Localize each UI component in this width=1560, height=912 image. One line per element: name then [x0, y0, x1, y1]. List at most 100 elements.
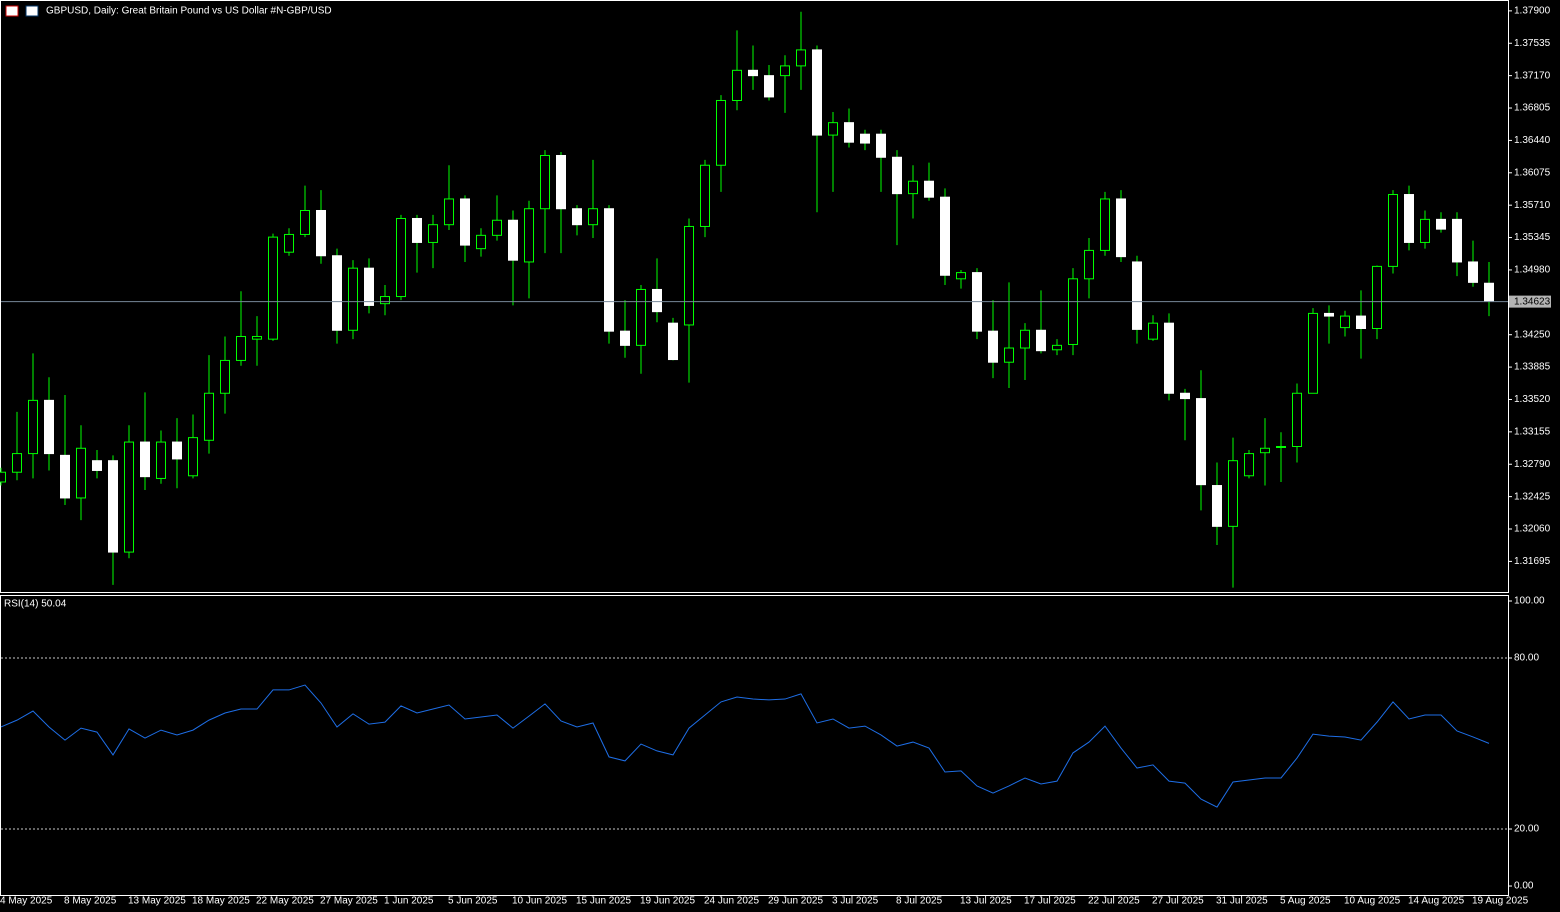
candle-body: [44, 399, 54, 455]
candle-body: [444, 198, 454, 226]
x-tick-label: 27 Jul 2025: [1152, 896, 1204, 907]
price-panel-frame: [0, 0, 1509, 593]
candle-body: [636, 288, 646, 346]
candle-body: [700, 164, 710, 227]
candle-body: [732, 69, 742, 101]
candle-body: [220, 359, 230, 394]
candle-body: [588, 208, 598, 226]
candle-body: [876, 133, 886, 158]
candle-body: [124, 441, 134, 553]
candle-body: [92, 460, 102, 471]
candle-body: [1468, 261, 1478, 283]
x-tick-label: 10 Aug 2025: [1344, 896, 1401, 907]
candle-body: [1036, 329, 1046, 352]
candle-body: [556, 154, 566, 210]
candle-body: [1324, 312, 1334, 317]
candle-body: [204, 392, 214, 441]
candle-body: [300, 209, 310, 235]
y-tick-label: 1.36075: [1514, 167, 1551, 178]
candle-body: [524, 208, 534, 263]
candle-body: [764, 75, 774, 98]
y-tick-label: 80.00: [1514, 653, 1539, 664]
candle-body: [1068, 278, 1078, 345]
y-tick-label: 100.00: [1514, 596, 1545, 607]
y-tick-label: 20.00: [1514, 824, 1539, 835]
y-tick-label: 1.32060: [1514, 524, 1551, 535]
y-tick-label: 1.36805: [1514, 103, 1551, 114]
candle-body: [1372, 265, 1382, 329]
candle-body: [908, 180, 918, 195]
candle-body: [1212, 485, 1222, 527]
x-tick-label: 18 May 2025: [192, 896, 250, 907]
candle-body: [412, 217, 422, 243]
candle-body: [364, 267, 374, 306]
candle-body: [1276, 445, 1286, 448]
candle-body: [1356, 315, 1366, 329]
candle-body: [844, 122, 854, 143]
candle-body: [892, 156, 902, 195]
current-price-label: 1.34623: [1514, 296, 1551, 307]
candle-body: [620, 330, 630, 346]
candle-body: [236, 335, 246, 361]
x-tick-label: 17 Jul 2025: [1024, 896, 1076, 907]
current-price-box: [1509, 295, 1551, 308]
candle-body: [1436, 218, 1446, 230]
candle-body: [284, 233, 294, 253]
candle-body: [1308, 312, 1318, 394]
candle-body: [492, 219, 502, 236]
x-tick-label: 1 Jun 2025: [384, 896, 434, 907]
candle-body: [828, 122, 838, 136]
candle-body: [1020, 329, 1030, 349]
x-tick-label: 31 Jul 2025: [1216, 896, 1268, 907]
candle-body: [716, 99, 726, 166]
candle-body: [396, 217, 406, 298]
candle-body: [428, 224, 438, 243]
candle-body: [988, 330, 998, 363]
rsi-title: RSI(14) 50.04: [4, 599, 67, 610]
x-tick-label: 19 Aug 2025: [1472, 896, 1529, 907]
x-tick-label: 5 Aug 2025: [1280, 896, 1331, 907]
candle-body: [1484, 282, 1494, 302]
candle-body: [108, 460, 118, 553]
candle-body: [796, 49, 806, 67]
candle-body: [348, 267, 358, 331]
candle-body: [1164, 322, 1174, 394]
y-tick-label: 1.37900: [1514, 6, 1551, 17]
candle-body: [668, 322, 678, 361]
candle-body: [684, 225, 694, 326]
x-tick-label: 3 Jul 2025: [832, 896, 879, 907]
candle-body: [1084, 249, 1094, 280]
candle-body: [780, 65, 790, 77]
rsi-line: [0, 684, 1490, 808]
x-tick-label: 19 Jun 2025: [640, 896, 695, 907]
symbol-icons[interactable]: [5, 5, 39, 17]
rsi-panel-frame: [0, 595, 1509, 896]
candle-body: [316, 209, 326, 257]
candle-body: [60, 454, 70, 499]
candle-body: [604, 208, 614, 332]
x-tick-label: 24 Jun 2025: [704, 896, 759, 907]
flag-icon: [5, 5, 19, 17]
y-tick-label: 1.36440: [1514, 135, 1551, 146]
y-tick-label: 1.34250: [1514, 329, 1551, 340]
candle-body: [188, 437, 198, 477]
candle-body: [1292, 392, 1302, 447]
y-tick-label: 1.32425: [1514, 491, 1551, 502]
x-tick-label: 29 Jun 2025: [768, 896, 823, 907]
candle-body: [156, 441, 166, 479]
candle-body: [76, 447, 86, 499]
x-tick-label: 14 Aug 2025: [1408, 896, 1465, 907]
y-tick-label: 0.00: [1514, 881, 1534, 892]
candle-body: [12, 453, 22, 473]
y-tick-label: 1.34980: [1514, 265, 1551, 276]
y-tick-label: 1.33885: [1514, 362, 1551, 373]
x-tick-label: 22 May 2025: [256, 896, 314, 907]
candle-body: [332, 255, 342, 331]
candle-body: [476, 234, 486, 250]
candle-body: [1244, 453, 1254, 477]
y-tick-label: 1.32790: [1514, 459, 1551, 470]
x-tick-label: 27 May 2025: [320, 896, 378, 907]
x-tick-label: 15 Jun 2025: [576, 896, 631, 907]
